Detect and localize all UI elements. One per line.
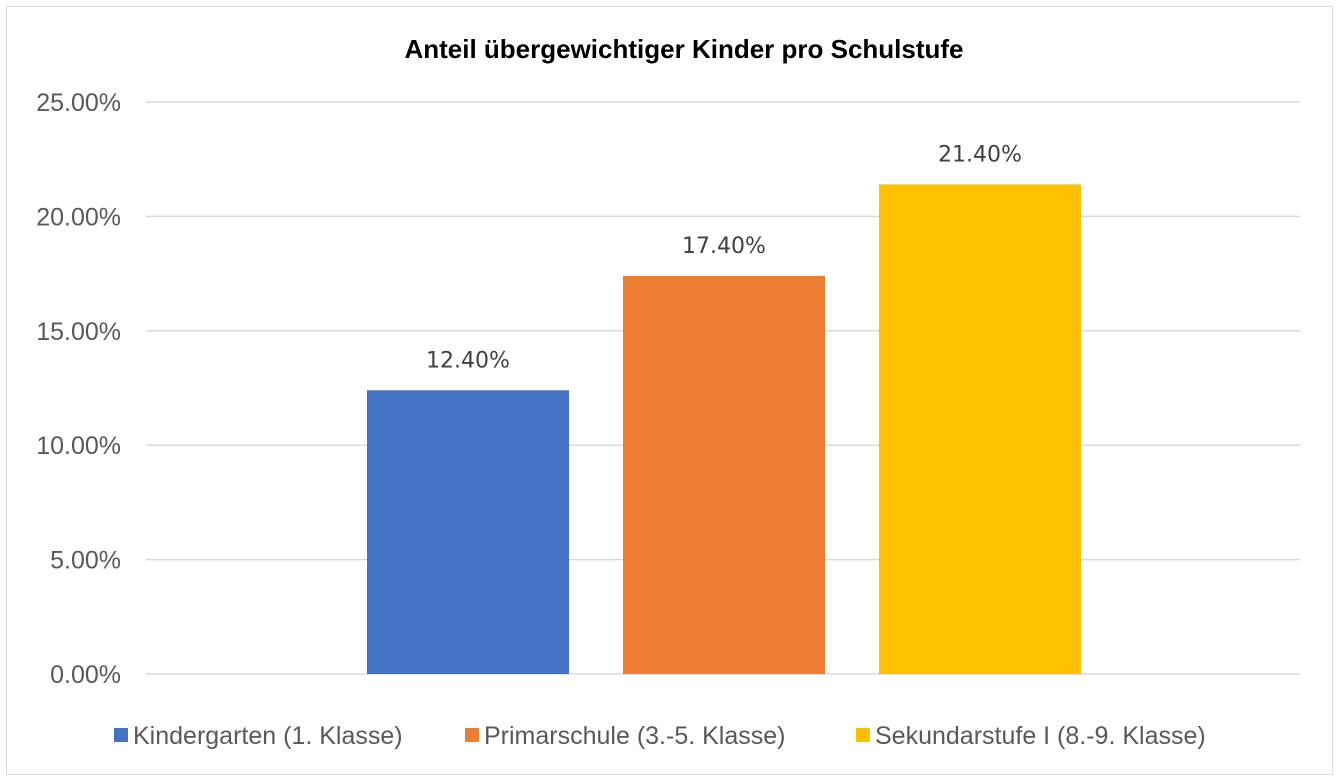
data-label: 12.40% xyxy=(426,348,510,373)
y-tick-label: 25.00% xyxy=(36,89,121,117)
legend-label: Kindergarten (1. Klasse) xyxy=(133,722,403,750)
data-labels: 12.40% 17.40% 21.40% xyxy=(426,142,1022,373)
bar xyxy=(367,390,569,674)
legend-swatch xyxy=(114,728,128,742)
bar-chart: Anteil übergewichtiger Kinder pro Schuls… xyxy=(36,34,1300,750)
legend-swatch xyxy=(465,728,479,742)
chart-frame: Anteil übergewichtiger Kinder pro Schuls… xyxy=(6,6,1333,775)
bar xyxy=(879,184,1081,675)
chart-title: Anteil übergewichtiger Kinder pro Schuls… xyxy=(404,34,963,64)
y-axis-ticks: 0.00% 5.00% 10.00% 15.00% 20.00% 25.00% xyxy=(36,89,121,689)
y-tick-label: 15.00% xyxy=(36,318,121,346)
legend-label: Sekundarstufe I (8.-9. Klasse) xyxy=(875,722,1206,750)
y-tick-label: 0.00% xyxy=(50,661,121,689)
legend-item: Primarschule (3.-5. Klasse) xyxy=(465,722,785,750)
data-label: 17.40% xyxy=(682,234,766,259)
legend-swatch xyxy=(856,728,870,742)
bar xyxy=(623,275,825,674)
legend-label: Primarschule (3.-5. Klasse) xyxy=(484,722,785,750)
y-tick-label: 10.00% xyxy=(36,432,121,460)
legend: Kindergarten (1. Klasse) Primarschule (3.… xyxy=(114,722,1206,750)
legend-item: Kindergarten (1. Klasse) xyxy=(114,722,403,750)
data-label: 21.40% xyxy=(938,142,1022,167)
y-tick-label: 20.00% xyxy=(36,203,121,231)
y-tick-label: 5.00% xyxy=(50,547,121,575)
bars xyxy=(367,184,1081,675)
legend-item: Sekundarstufe I (8.-9. Klasse) xyxy=(856,722,1206,750)
